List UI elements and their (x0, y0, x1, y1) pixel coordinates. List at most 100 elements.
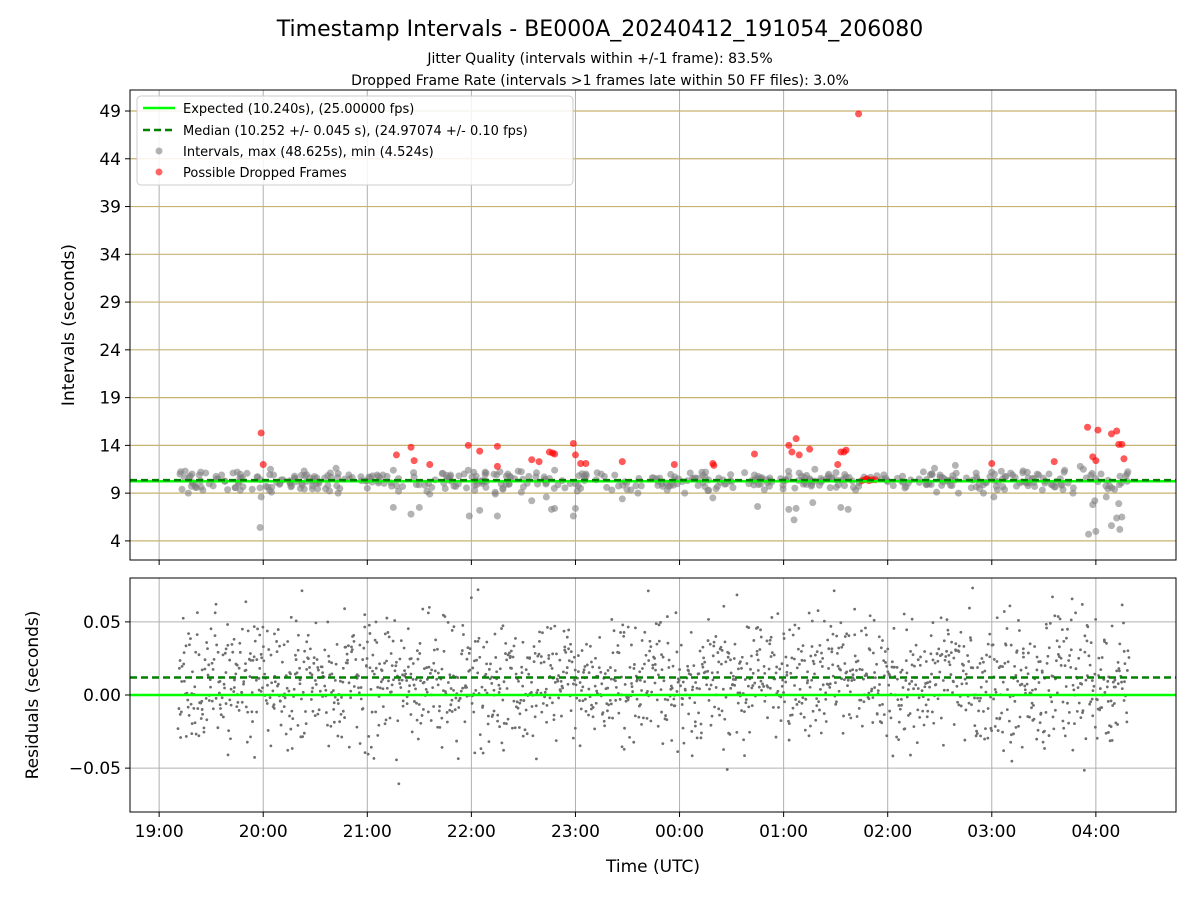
residual-point (448, 673, 452, 677)
residuals-reference-lines (130, 676, 1176, 697)
residual-point (986, 642, 990, 646)
residual-point (897, 738, 901, 742)
residual-point (448, 708, 452, 712)
residual-point (286, 748, 290, 752)
residual-point (910, 679, 914, 683)
residual-point (973, 696, 976, 700)
residual-point (979, 734, 982, 738)
residual-point (554, 739, 558, 743)
residual-point (728, 732, 732, 736)
residual-point (800, 649, 803, 653)
residual-point (672, 697, 676, 701)
residual-point (753, 681, 757, 685)
residual-point (482, 645, 486, 649)
interval-point (1001, 486, 1009, 494)
residual-point (518, 726, 521, 729)
residual-point (709, 723, 713, 727)
interval-point (1059, 486, 1067, 494)
residual-point (542, 660, 546, 664)
residual-point (1015, 649, 1019, 653)
residual-point (967, 701, 971, 705)
interval-point (525, 472, 533, 480)
residual-point (381, 687, 385, 691)
residual-point (766, 685, 770, 689)
residual-point (616, 644, 620, 647)
residual-point (341, 709, 345, 713)
residual-point (1006, 660, 1010, 664)
residual-point (617, 651, 621, 655)
residual-point (541, 702, 545, 705)
interval-point (899, 472, 907, 480)
residual-point (436, 725, 440, 729)
residual-point (266, 683, 269, 687)
residual-point (792, 657, 796, 661)
residual-point (440, 667, 444, 671)
residual-point (1050, 700, 1054, 704)
residual-point (570, 660, 574, 664)
residual-point (720, 649, 724, 652)
residual-point (787, 738, 791, 742)
residual-point (949, 673, 953, 676)
residual-point (928, 680, 932, 684)
residual-point (899, 670, 903, 674)
residual-point (549, 664, 553, 667)
residual-point (707, 617, 710, 621)
residual-point (729, 671, 733, 675)
residual-point (514, 637, 517, 640)
residual-point (385, 659, 388, 663)
interval-point (954, 489, 962, 497)
residual-point (377, 723, 381, 727)
residual-point (435, 677, 439, 681)
residual-point (662, 679, 666, 683)
interval-point (551, 504, 559, 512)
residual-point (484, 672, 488, 676)
residual-point (212, 657, 216, 661)
residual-point (340, 735, 344, 739)
residual-point (272, 703, 276, 707)
residual-point (768, 642, 772, 646)
residual-point (1107, 731, 1110, 734)
residual-point (1056, 615, 1060, 618)
residual-point (690, 729, 694, 733)
residual-point (326, 620, 330, 624)
residual-point (1123, 680, 1126, 684)
residual-point (910, 663, 914, 667)
residual-point (573, 726, 577, 730)
residual-point (305, 667, 309, 671)
residual-point (993, 725, 997, 728)
interval-point (938, 473, 946, 481)
interval-point (490, 470, 498, 478)
residual-point (755, 653, 759, 656)
residual-point (437, 709, 441, 713)
residual-point (986, 707, 990, 710)
residual-point (465, 657, 469, 661)
residual-point (1055, 639, 1059, 643)
residual-point (288, 714, 291, 718)
residual-point (312, 661, 316, 665)
residual-point (310, 673, 314, 677)
interval-point (997, 467, 1005, 475)
residual-point (631, 690, 635, 693)
residual-point (798, 687, 802, 691)
residual-point (276, 682, 280, 686)
residual-point (643, 630, 647, 634)
residual-point (785, 664, 789, 667)
interval-point (938, 481, 946, 489)
residual-point (939, 716, 943, 720)
residual-point (698, 649, 702, 653)
dropped-frame-point (569, 439, 577, 447)
residual-point (1061, 719, 1065, 723)
residual-point (1000, 711, 1004, 715)
residual-point (988, 655, 992, 659)
residual-point (445, 720, 449, 724)
residual-point (1092, 684, 1096, 688)
residual-point (459, 689, 463, 693)
residual-point (298, 666, 301, 670)
residual-point (976, 696, 979, 700)
dropped-frame-point (464, 441, 472, 449)
residual-point (886, 670, 890, 674)
residual-point (848, 669, 852, 673)
interval-point (1108, 484, 1116, 492)
residual-point (712, 644, 716, 648)
residual-point (416, 657, 420, 661)
